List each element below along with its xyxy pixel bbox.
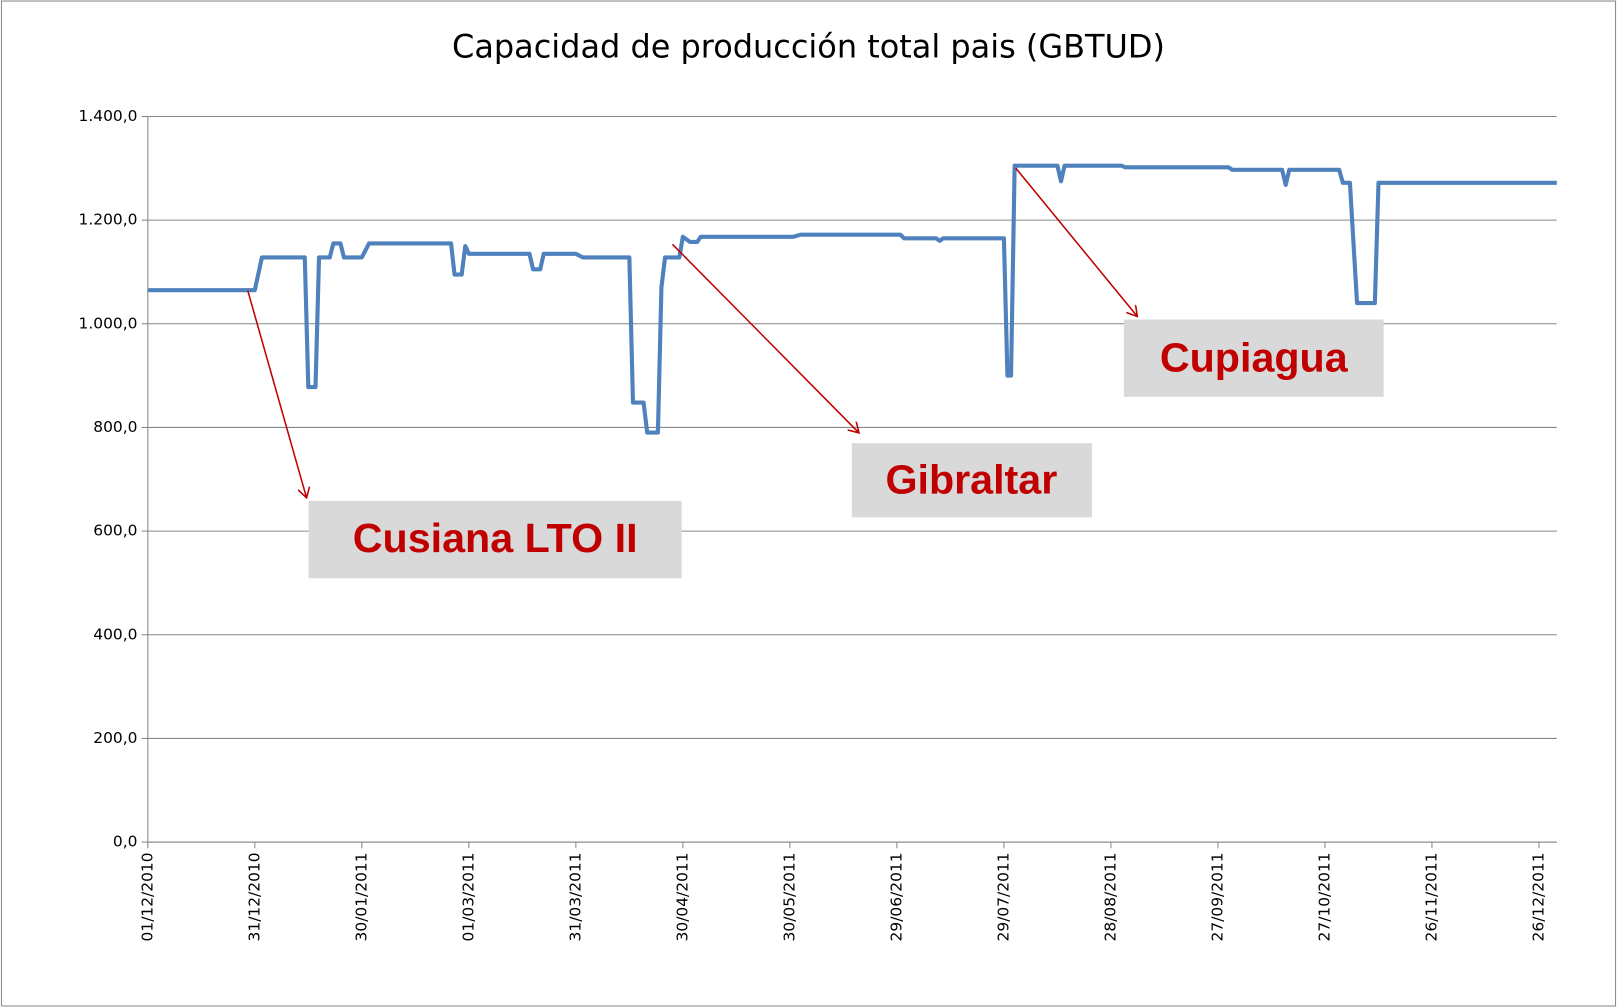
x-tick-label: 26/11/2011 bbox=[1422, 852, 1440, 941]
annotation-box bbox=[308, 500, 682, 579]
annotation-box bbox=[1123, 319, 1384, 397]
x-tick-label: 29/07/2011 bbox=[994, 852, 1012, 941]
y-tick-label: 200,0 bbox=[93, 729, 137, 747]
annotation: Gibraltar bbox=[885, 456, 1057, 502]
x-tick-label: 28/08/2011 bbox=[1101, 852, 1119, 941]
y-tick-label: 1.200,0 bbox=[79, 211, 138, 229]
y-tick-label: 800,0 bbox=[93, 418, 137, 436]
x-tick-label: 30/01/2011 bbox=[352, 852, 370, 941]
x-tick-label: 01/03/2011 bbox=[459, 852, 477, 941]
x-tick-label: 31/12/2010 bbox=[245, 852, 263, 941]
x-tick-label: 27/10/2011 bbox=[1315, 852, 1333, 941]
annotation-arrow bbox=[1015, 167, 1138, 316]
annotation-box bbox=[851, 443, 1092, 518]
y-tick-label: 400,0 bbox=[93, 625, 137, 643]
x-tick-label: 30/05/2011 bbox=[780, 852, 798, 941]
y-tick-label: 600,0 bbox=[93, 522, 137, 540]
y-tick-label: 1.000,0 bbox=[79, 314, 138, 332]
series-line bbox=[147, 163, 1557, 435]
y-tick-label: 0,0 bbox=[113, 833, 138, 851]
y-tick-label: 1.400,0 bbox=[79, 107, 138, 125]
x-tick-label: 29/06/2011 bbox=[887, 852, 905, 941]
annotation: Cusiana LTO II bbox=[353, 515, 638, 561]
annotation-arrow bbox=[247, 290, 307, 498]
annotation: Cupiagua bbox=[1160, 335, 1349, 381]
x-tick-label: 27/09/2011 bbox=[1208, 852, 1226, 941]
x-tick-label: 01/12/2010 bbox=[138, 852, 156, 941]
x-tick-label: 31/03/2011 bbox=[566, 852, 584, 941]
chart-title: Capacidad de producción total pais (GBTU… bbox=[452, 27, 1165, 65]
x-tick-label: 26/12/2011 bbox=[1529, 852, 1547, 941]
x-tick-label: 30/04/2011 bbox=[673, 852, 691, 941]
annotation-arrow bbox=[671, 243, 859, 433]
